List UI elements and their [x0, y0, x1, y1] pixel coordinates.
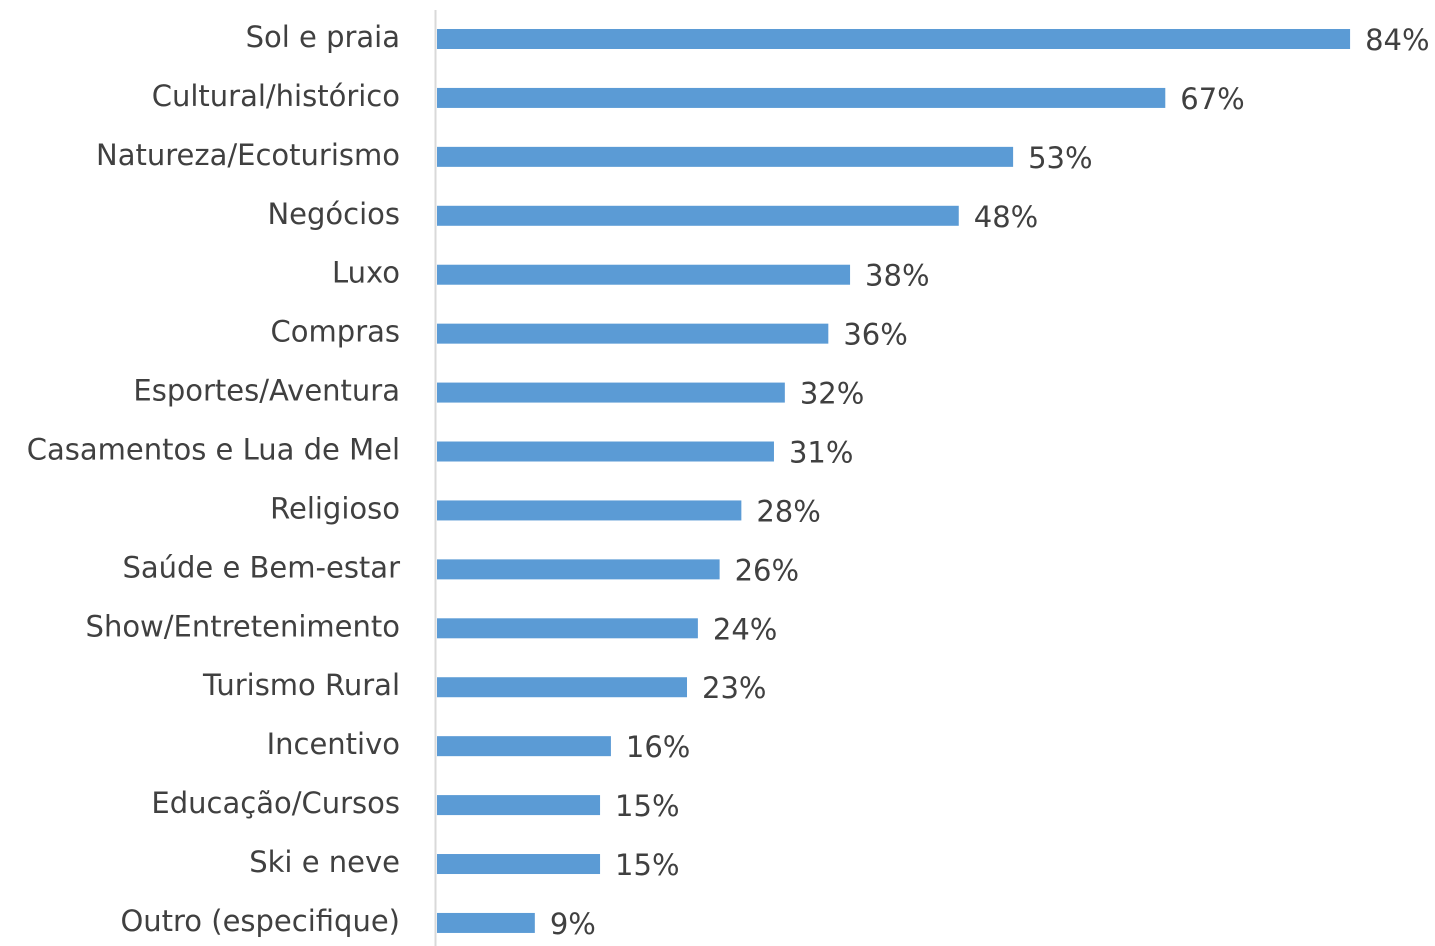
category-label: Turismo Rural	[202, 668, 400, 702]
bar	[437, 29, 1351, 49]
category-label: Natureza/Ecoturismo	[96, 138, 400, 172]
bar	[437, 500, 742, 521]
value-label: 24%	[713, 612, 777, 646]
category-label: Outro (especifique)	[120, 904, 400, 938]
category-label: Casamentos e Lua de Mel	[27, 433, 400, 467]
category-label: Saúde e Bem-estar	[122, 550, 400, 584]
bar	[437, 736, 611, 757]
value-label: 48%	[974, 200, 1038, 234]
value-label: 32%	[800, 377, 864, 411]
bar	[437, 677, 688, 698]
value-label: 28%	[756, 494, 820, 528]
value-label: 31%	[789, 436, 853, 470]
bar	[437, 559, 720, 580]
category-label: Incentivo	[267, 727, 400, 761]
category-label: Luxo	[332, 256, 400, 290]
category-label: Educação/Cursos	[151, 786, 400, 820]
bar	[437, 618, 698, 639]
value-label: 9%	[550, 907, 596, 941]
bar	[437, 854, 601, 875]
bar	[437, 795, 601, 816]
value-label: 53%	[1028, 141, 1092, 175]
bar	[437, 87, 1166, 108]
category-label: Sol e praia	[246, 20, 400, 54]
category-label: Compras	[271, 315, 400, 349]
value-label: 84%	[1365, 23, 1429, 57]
category-label: Ski e neve	[249, 845, 400, 879]
value-label: 36%	[843, 318, 907, 352]
category-label: Negócios	[267, 197, 400, 231]
bar	[437, 441, 774, 462]
value-label: 26%	[735, 553, 799, 587]
bar	[437, 146, 1014, 167]
value-label: 23%	[702, 671, 766, 705]
bar	[437, 264, 851, 285]
value-label: 67%	[1180, 82, 1244, 116]
bar	[437, 912, 535, 933]
category-label: Cultural/histórico	[152, 79, 400, 113]
bar	[437, 382, 785, 403]
category-label: Esportes/Aventura	[133, 374, 400, 408]
value-label: 15%	[615, 789, 679, 823]
category-label: Religioso	[270, 491, 400, 525]
value-label: 15%	[615, 848, 679, 882]
category-label: Show/Entretenimento	[86, 609, 400, 643]
bar	[437, 323, 829, 344]
value-label: 38%	[865, 259, 929, 293]
bar	[437, 205, 959, 226]
value-label: 16%	[626, 730, 690, 764]
